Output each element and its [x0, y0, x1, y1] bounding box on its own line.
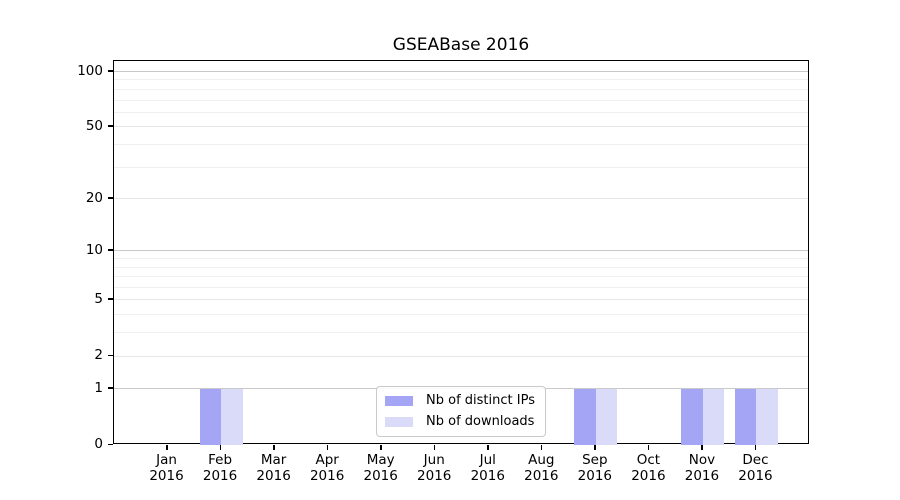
bar-nov-ips: [681, 388, 703, 445]
mid-gridline: [114, 198, 808, 200]
y-tick-label-10: 10: [85, 241, 103, 258]
bar-dec-downloads: [756, 388, 778, 445]
x-tick-label-apr: Apr 2016: [309, 452, 345, 484]
bars-layer: [114, 61, 808, 445]
bar-dec-ips: [734, 388, 757, 445]
y-tick-mark: [108, 125, 113, 127]
y-tick-label-2: 2: [94, 347, 103, 364]
x-tick-mark: [219, 445, 222, 450]
x-tick-mark: [487, 445, 489, 450]
minor-gridline: [114, 79, 808, 81]
x-tick-label-feb: Feb 2016: [202, 452, 238, 484]
legend-swatch-distinct-ips: [385, 396, 414, 406]
x-tick-label-sep: Sep 2016: [577, 452, 613, 484]
legend: Nb of distinct IPs Nb of downloads: [376, 386, 546, 437]
x-tick-label-may: May 2016: [363, 452, 398, 484]
y-tick-mark: [108, 387, 113, 389]
minor-gridline: [114, 266, 808, 268]
x-tick-mark: [754, 445, 757, 450]
y-tick-mark: [108, 298, 113, 300]
y-tick-label-1: 1: [94, 379, 103, 396]
minor-gridline: [114, 143, 808, 145]
y-tick-label-5: 5: [94, 290, 103, 307]
x-tick-label-jul: Jul 2016: [470, 452, 505, 484]
x-tick-mark: [701, 445, 703, 450]
x-tick-label-aug: Aug 2016: [524, 452, 559, 484]
bar-feb-ips: [199, 388, 222, 445]
x-tick-label-dec: Dec 2016: [738, 452, 773, 484]
minor-gridline: [114, 332, 808, 334]
x-tick-mark: [540, 445, 543, 450]
y-tick-label-0: 0: [94, 436, 103, 452]
minor-gridline: [114, 276, 808, 278]
plot-area: Nb of distinct IPs Nb of downloads: [113, 60, 809, 445]
y-tick-label-100: 100: [77, 62, 103, 79]
x-tick-mark: [647, 445, 650, 450]
x-tick-mark: [433, 445, 436, 450]
bar-sep-ips: [574, 388, 596, 445]
legend-label: Nb of distinct IPs: [426, 393, 535, 408]
minor-gridline: [114, 99, 808, 101]
x-tick-mark: [273, 445, 275, 450]
legend-item-downloads: Nb of downloads: [385, 414, 535, 430]
y-tick-label-50: 50: [85, 117, 103, 134]
chart-title: GSEABase 2016: [392, 35, 530, 55]
x-tick-mark: [166, 445, 168, 450]
legend-swatch-downloads: [385, 417, 414, 427]
major-gridline: [114, 71, 808, 72]
x-tick-label-mar: Mar 2016: [256, 452, 291, 484]
bar-feb-downloads: [221, 388, 243, 445]
minor-gridline: [114, 166, 808, 168]
y-tick-mark: [108, 443, 113, 445]
bar-sep-downloads: [595, 388, 618, 445]
minor-gridline: [114, 111, 808, 113]
major-gridline: [114, 250, 808, 252]
mid-gridline: [114, 355, 808, 357]
minor-gridline: [114, 314, 808, 316]
mid-gridline: [114, 126, 808, 128]
minor-gridline: [114, 287, 808, 289]
x-tick-label-nov: Nov 2016: [684, 452, 720, 484]
y-tick-mark: [108, 70, 113, 72]
x-tick-mark: [326, 445, 329, 450]
x-tick-label-jun: Jun 2016: [417, 452, 452, 484]
x-tick-mark: [594, 445, 596, 450]
minor-gridline: [114, 258, 808, 260]
x-tick-label-jan: Jan 2016: [149, 452, 184, 484]
y-tick-mark: [108, 354, 113, 357]
x-tick-label-oct: Oct 2016: [631, 452, 666, 484]
bar-nov-downloads: [702, 388, 725, 445]
legend-label: Nb of downloads: [426, 414, 535, 429]
y-tick-label-20: 20: [85, 189, 103, 206]
y-tick-mark: [108, 249, 113, 251]
mid-gridline: [114, 299, 808, 301]
x-tick-mark: [380, 445, 382, 450]
legend-item-distinct-ips: Nb of distinct IPs: [385, 393, 535, 409]
y-tick-mark: [108, 197, 113, 199]
minor-gridline: [114, 88, 808, 90]
